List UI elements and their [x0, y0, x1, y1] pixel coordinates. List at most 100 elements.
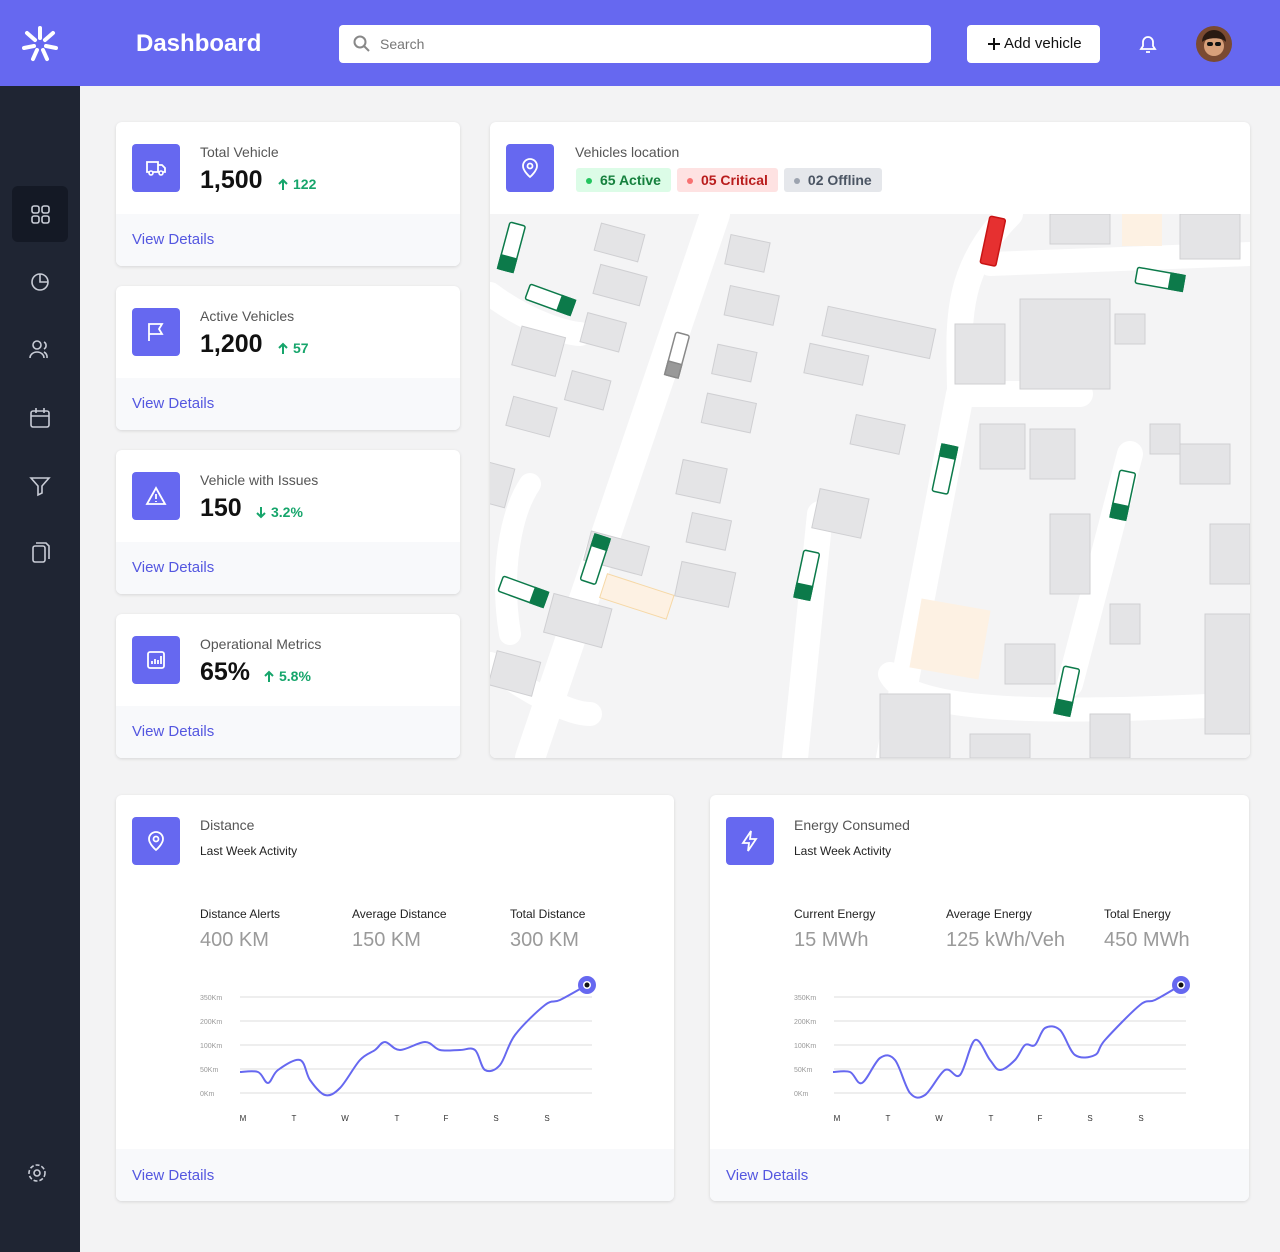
stat-card: Total Vehicle 1,500 122 View Details [116, 122, 460, 266]
metric-label: Current Energy [794, 907, 876, 921]
stat-icon [132, 636, 180, 684]
day-label: M [240, 1114, 247, 1123]
map-card: Vehicles location 65 Active 05 Critical 02… [490, 122, 1250, 758]
stat-value: 150 [200, 494, 242, 522]
nav-active[interactable] [12, 186, 68, 242]
stat-change: 122 [293, 176, 317, 192]
stat-change: 3.2% [271, 504, 303, 520]
badge-critical[interactable]: 05 Critical [676, 168, 778, 192]
map-title: Vehicles location [575, 144, 680, 160]
day-label: T [886, 1114, 891, 1123]
metric-value: 300 KM [510, 929, 579, 951]
stat-title: Total Vehicle [200, 144, 279, 160]
stat-value: 1,200 [200, 330, 263, 358]
view-details-link[interactable]: View Details [132, 559, 215, 576]
map[interactable] [490, 214, 1250, 758]
axis-label: 0Km [794, 1091, 809, 1098]
panel-subtitle: Last Week Activity [794, 844, 892, 858]
add-vehicle-button[interactable]: Add vehicle [967, 25, 1100, 63]
axis-label: 350Km [200, 995, 222, 1002]
card-footer: View Details [116, 214, 460, 266]
axis-label: 350Km [794, 995, 816, 1002]
metric-label: Total Distance [510, 907, 586, 921]
metric-value: 150 KM [352, 929, 421, 951]
activity-chart: 350Km 200Km 100Km 50Km 0Km M T W T F S S [200, 976, 596, 1123]
card-footer: View Details [116, 378, 460, 430]
metric-label: Total Energy [1104, 907, 1171, 921]
view-details-link[interactable]: View Details [132, 723, 215, 740]
header: Dashboard Search Add vehicle [0, 0, 1280, 86]
panel-title: Energy Consumed [794, 817, 910, 833]
badge-offline[interactable]: 02 Offline [783, 168, 882, 192]
avatar[interactable] [1196, 26, 1232, 62]
change-arrow [278, 178, 288, 190]
activity-line [239, 984, 588, 1097]
card-footer: View Details [116, 1149, 674, 1201]
nav-icons [28, 205, 51, 1182]
search-box[interactable]: Search [339, 25, 931, 63]
axis-label: 50Km [200, 1067, 218, 1074]
logo [22, 26, 58, 61]
stat-icon [132, 472, 180, 520]
card-footer: View Details [116, 542, 460, 594]
axis-label: 200Km [200, 1019, 222, 1026]
activity-line [832, 984, 1182, 1099]
badges: 65 Active 05 Critical 02 Offline [576, 168, 888, 192]
metric-label: Average Distance [352, 907, 447, 921]
day-label: M [834, 1114, 841, 1123]
view-details-link[interactable]: View Details [726, 1167, 809, 1184]
day-label: F [1038, 1114, 1043, 1123]
bell-icon[interactable] [1136, 32, 1160, 56]
day-label: F [444, 1114, 449, 1123]
stat-card: Operational Metrics 65% 5.8% View Detail… [116, 614, 460, 758]
day-label: S [544, 1114, 549, 1123]
badge-text: 05 Critical [700, 172, 768, 188]
metric-value: 450 MWh [1104, 929, 1190, 951]
stat-card: Vehicle with Issues 150 3.2% View Detail… [116, 450, 460, 594]
stat-card: Active Vehicles 1,200 57 View Details [116, 286, 460, 430]
card-footer: View Details [710, 1149, 1249, 1201]
sidebar [0, 86, 80, 1252]
axis-label: 100Km [200, 1043, 222, 1050]
day-label: T [395, 1114, 400, 1123]
view-details-link[interactable]: View Details [132, 1167, 215, 1184]
stat-icon [132, 308, 180, 356]
axis-label: 50Km [794, 1067, 812, 1074]
page-title: Dashboard [136, 30, 262, 57]
day-label: W [935, 1114, 943, 1123]
search-placeholder: Search [380, 36, 425, 52]
button-label: Add vehicle [1004, 35, 1082, 52]
panel-icon [726, 817, 774, 865]
view-details-link[interactable]: View Details [132, 395, 215, 412]
view-details-link[interactable]: View Details [132, 231, 215, 248]
day-label: S [1138, 1114, 1143, 1123]
axis-label: 200Km [794, 1019, 816, 1026]
metric-label: Average Energy [946, 907, 1032, 921]
day-label: T [292, 1114, 297, 1123]
metric-value: 400 KM [200, 929, 269, 951]
stat-icon [132, 144, 180, 192]
day-label: S [1087, 1114, 1092, 1123]
activity-panel: Distance Last Week Activity Distance Ale… [116, 795, 674, 1201]
metric-value: 125 kWh/Veh [946, 929, 1065, 951]
activity-panel: Energy Consumed Last Week Activity Curre… [710, 795, 1249, 1201]
change-arrow [264, 670, 274, 682]
activity-chart: 350Km 200Km 100Km 50Km 0Km M T W T F S S [794, 976, 1190, 1123]
badge-active[interactable]: 65 Active [576, 168, 671, 192]
change-arrow [278, 342, 288, 354]
card-footer: View Details [116, 706, 460, 758]
badge-text: 65 Active [600, 172, 661, 188]
change-arrow [256, 507, 266, 519]
day-label: T [989, 1114, 994, 1123]
stat-title: Active Vehicles [200, 308, 295, 324]
axis-label: 0Km [200, 1091, 215, 1098]
map-icon [506, 144, 554, 192]
stat-title: Operational Metrics [200, 636, 322, 652]
metric-label: Distance Alerts [200, 907, 281, 921]
plus-icon [988, 38, 1000, 50]
axis-label: 100Km [794, 1043, 816, 1050]
badge-text: 02 Offline [807, 172, 872, 188]
stat-title: Vehicle with Issues [200, 472, 319, 488]
day-label: S [493, 1114, 498, 1123]
